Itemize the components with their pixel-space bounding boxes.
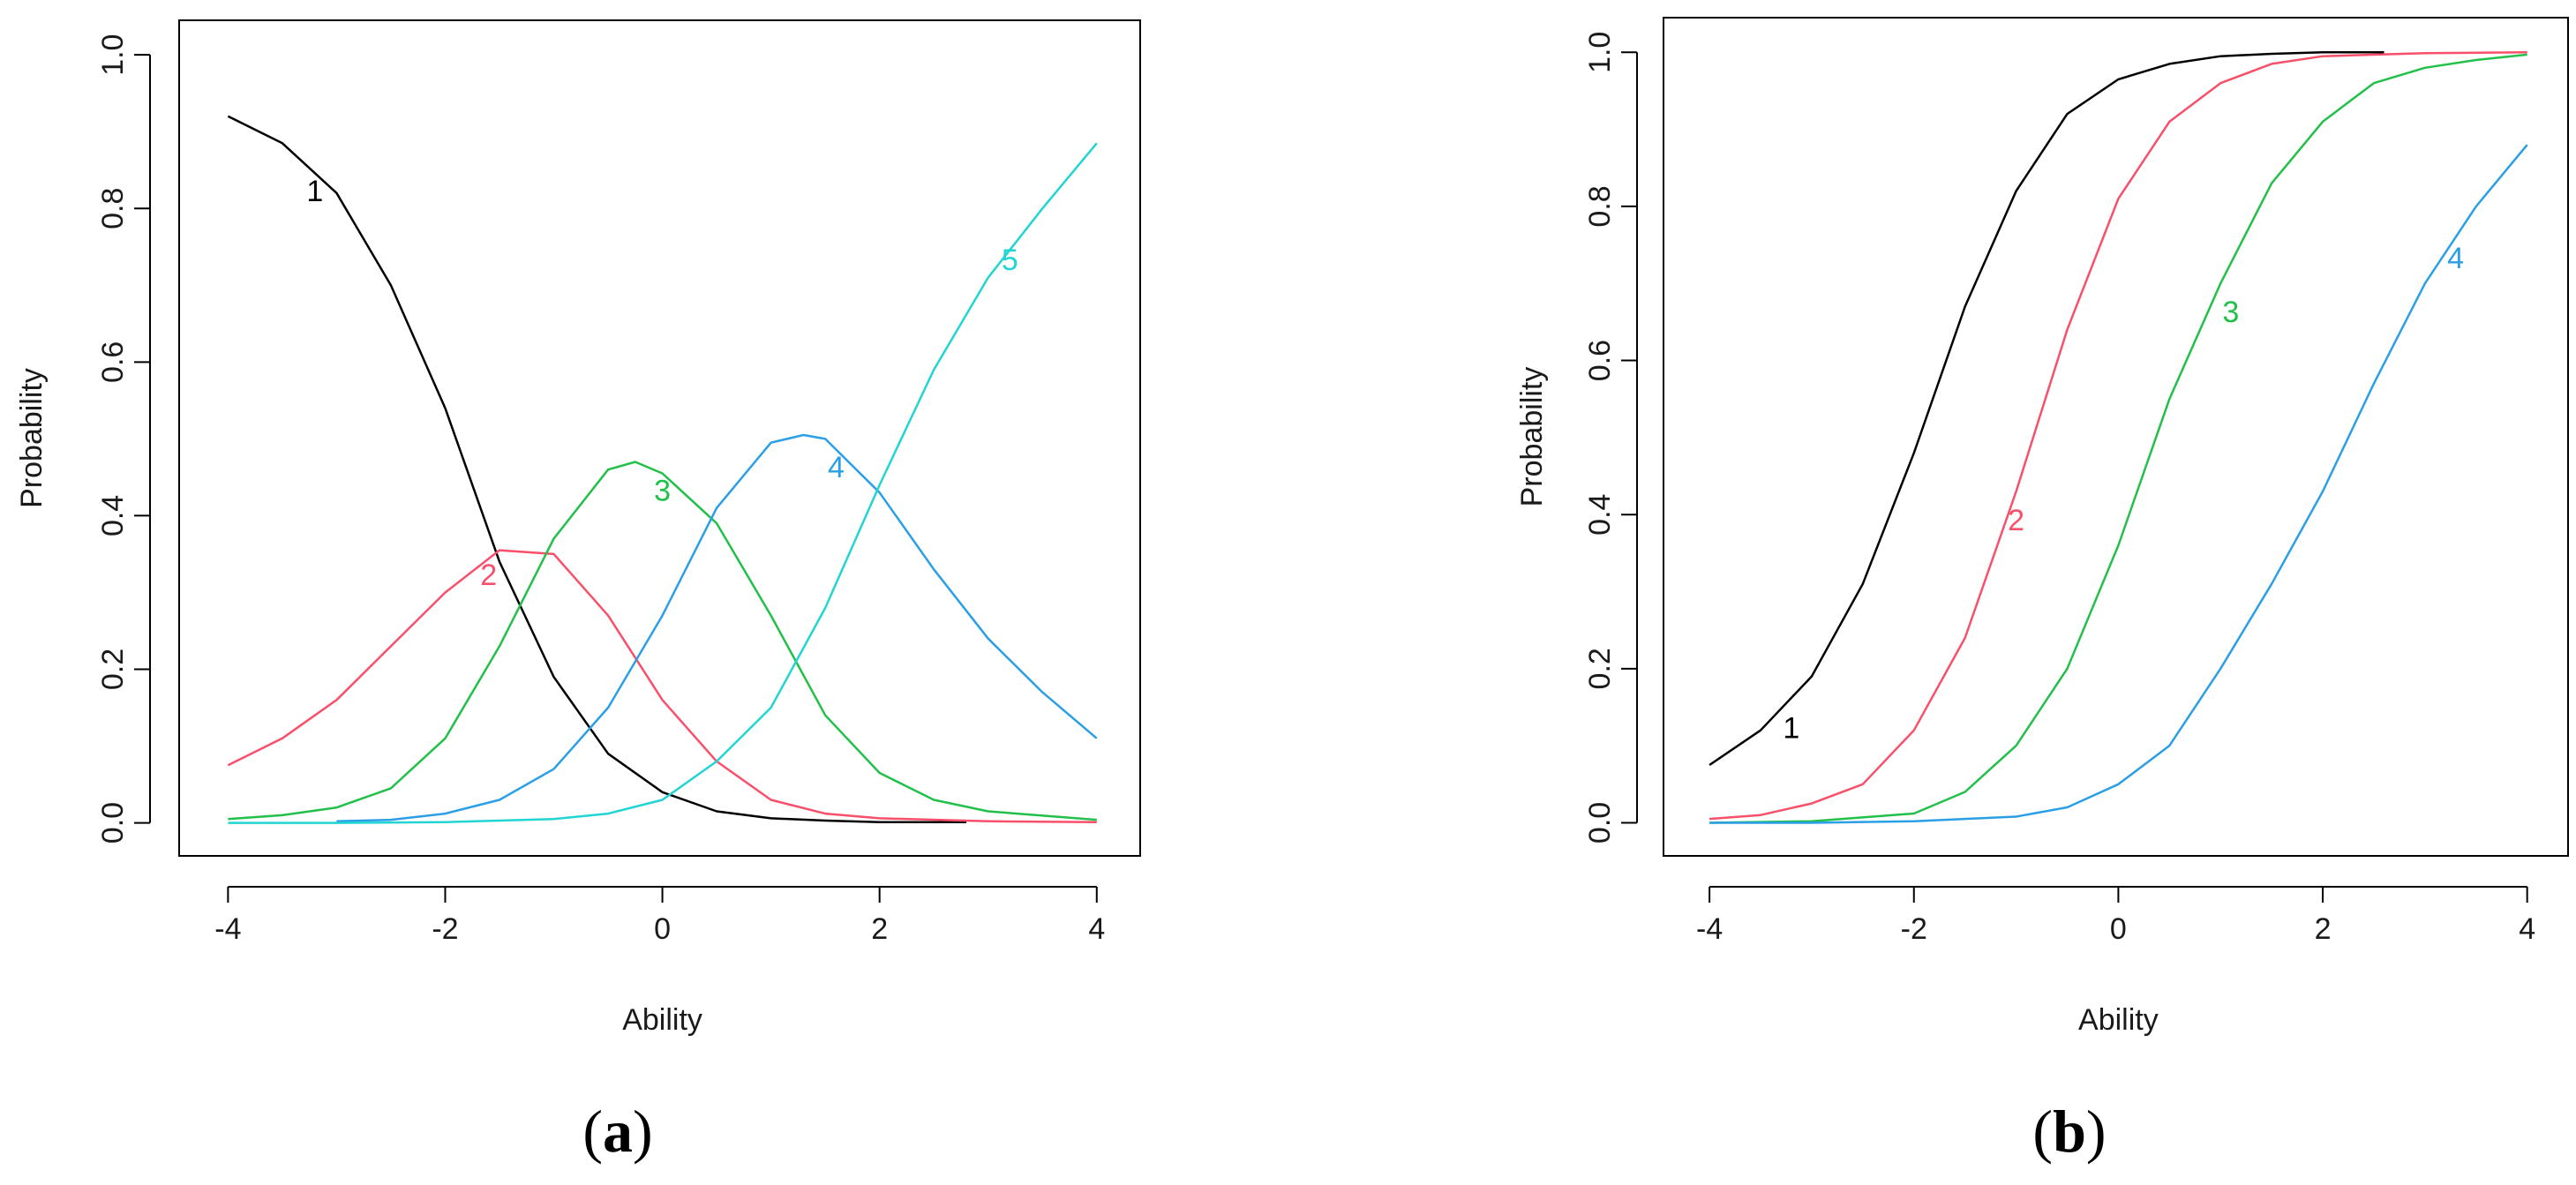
x-tick-label: -2 xyxy=(432,912,458,946)
x-tick-label: 2 xyxy=(2315,912,2332,946)
series-label-1: 1 xyxy=(306,175,323,208)
y-tick-label: 1.0 xyxy=(96,34,130,76)
series-line-4 xyxy=(1709,144,2528,824)
x-tick-label: 4 xyxy=(1088,912,1105,946)
plot-frame xyxy=(1663,17,2569,857)
x-tick-label: -2 xyxy=(1901,912,1927,946)
x-tick-label: 0 xyxy=(2110,912,2127,946)
series-label-2: 2 xyxy=(480,559,497,592)
y-tick-label: 0.4 xyxy=(96,495,130,536)
series-line-5 xyxy=(228,142,1098,824)
x-tick-label: 4 xyxy=(2519,912,2535,946)
plot-frame xyxy=(178,19,1141,857)
series-line-4 xyxy=(336,433,1098,823)
y-tick-label: 0.0 xyxy=(1583,802,1617,844)
panel-label: (a) xyxy=(582,1098,652,1165)
x-axis-label: Ability xyxy=(2078,1003,2159,1037)
series-line-1 xyxy=(1709,51,2384,767)
panel-label: (b) xyxy=(2032,1098,2106,1165)
series-label-3: 3 xyxy=(654,474,671,507)
y-tick-label: 0.6 xyxy=(96,341,130,383)
x-tick-label: -4 xyxy=(214,912,241,946)
chart-panel-b: -4 -2 0 2 4 0.0 0.2 0.4 0.6 0.8 1.0 Ability Probabil… xyxy=(1515,17,2569,1165)
y-tick-label: 0.2 xyxy=(1583,648,1617,689)
x-tick-label: -4 xyxy=(1696,912,1723,946)
series-line-2 xyxy=(1709,51,2527,821)
series-label-4: 4 xyxy=(2447,242,2464,275)
series-label-4: 4 xyxy=(828,451,845,484)
series-line-3 xyxy=(228,461,1097,821)
series-label-1: 1 xyxy=(1783,712,1799,746)
x-axis-label: Ability xyxy=(622,1003,702,1037)
series-line-2 xyxy=(227,549,1097,823)
chart-panel-a: -4 -2 0 2 4 0.0 0.2 0.4 0.6 0.8 1.0 Ability Probabil… xyxy=(15,19,1141,1165)
y-tick-label: 0.6 xyxy=(1583,340,1617,381)
x-tick-label: 0 xyxy=(654,912,671,946)
series-line-3 xyxy=(1709,53,2527,824)
y-tick-label: 1.0 xyxy=(1583,32,1617,73)
y-tick-label: 0.0 xyxy=(96,802,130,844)
y-tick-label: 0.8 xyxy=(1583,185,1617,227)
series-label-2: 2 xyxy=(2008,504,2024,537)
y-tick-label: 0.4 xyxy=(1583,494,1617,536)
series-label-3: 3 xyxy=(2222,296,2239,329)
series-label-5: 5 xyxy=(1002,244,1018,277)
series-line-1 xyxy=(227,115,967,823)
y-tick-label: 0.2 xyxy=(96,649,130,690)
y-tick-label: 0.8 xyxy=(96,188,130,229)
y-axis-label: Probability xyxy=(15,368,49,508)
x-tick-label: 2 xyxy=(871,912,888,946)
y-axis-label: Probability xyxy=(1515,367,1549,507)
